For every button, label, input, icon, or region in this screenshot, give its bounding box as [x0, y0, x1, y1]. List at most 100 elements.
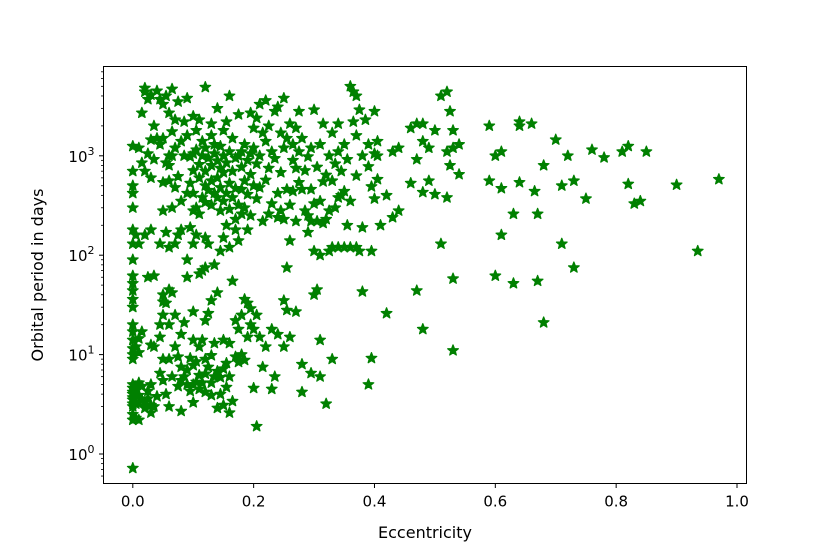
- data-point-star: [410, 284, 423, 296]
- data-point-star: [241, 330, 254, 343]
- data-point-star: [126, 165, 139, 177]
- data-point-star: [441, 85, 453, 97]
- data-point-star: [416, 186, 429, 198]
- data-point-star: [305, 183, 317, 195]
- data-point-star: [274, 126, 287, 139]
- data-point-star: [259, 135, 272, 147]
- data-point-star: [250, 157, 263, 169]
- data-point-star: [311, 283, 324, 295]
- data-point-star: [193, 382, 206, 395]
- data-point-star: [220, 380, 233, 393]
- data-point-star: [495, 145, 508, 157]
- data-point-star: [205, 294, 218, 306]
- data-point-star: [193, 158, 206, 170]
- data-point-star: [126, 293, 139, 305]
- data-point-star: [338, 138, 351, 150]
- data-point-star: [126, 139, 139, 152]
- data-point-star: [132, 346, 145, 358]
- data-point-star: [549, 133, 562, 145]
- data-point-star: [447, 344, 459, 356]
- data-point-star: [555, 237, 568, 249]
- data-point-star: [214, 204, 227, 216]
- data-point-star: [350, 169, 363, 181]
- data-point-star: [157, 374, 169, 386]
- data-point-star: [126, 269, 139, 281]
- data-point-star: [220, 187, 233, 199]
- data-point-star: [293, 105, 305, 117]
- data-point-star: [211, 191, 224, 203]
- data-point-star: [172, 95, 185, 107]
- data-point-star: [235, 183, 248, 195]
- data-point-star: [368, 192, 381, 204]
- data-point-star: [145, 171, 157, 183]
- data-point-star: [371, 173, 384, 185]
- y-axis: 100 101 102 103: [68, 71, 104, 477]
- data-point-star: [247, 179, 260, 191]
- x-tick-label: 0.2: [242, 493, 266, 511]
- data-point-star: [205, 129, 218, 141]
- data-point-star: [211, 102, 224, 114]
- data-point-star: [154, 138, 166, 150]
- data-point-star: [229, 182, 242, 194]
- data-point-star: [344, 194, 357, 207]
- data-point-star: [145, 378, 157, 390]
- data-point-star: [320, 213, 333, 225]
- data-point-star: [190, 375, 203, 388]
- y-axis-label: Orbital period in days: [28, 189, 47, 362]
- data-point-star: [217, 362, 230, 374]
- data-point-star: [238, 353, 251, 366]
- data-point-star: [283, 198, 296, 211]
- data-point-star: [326, 352, 339, 365]
- data-point-star: [160, 296, 172, 309]
- data-point-star: [274, 204, 287, 216]
- data-point-star: [190, 228, 203, 241]
- data-point-star: [531, 207, 544, 220]
- data-point-star: [184, 384, 197, 397]
- data-point-star: [274, 166, 287, 178]
- data-point-star: [326, 174, 339, 186]
- data-point-star: [422, 174, 435, 186]
- data-point-star: [235, 308, 248, 321]
- data-point-star: [277, 213, 290, 225]
- data-point-star: [181, 129, 194, 141]
- data-point-star: [262, 207, 275, 220]
- data-point-star: [205, 117, 218, 129]
- data-point-star: [302, 209, 314, 221]
- data-point-star: [223, 177, 236, 189]
- data-point-star: [223, 337, 236, 349]
- data-point-star: [211, 286, 224, 298]
- x-axis-label: Eccentricity: [378, 523, 472, 542]
- data-point-star: [670, 178, 683, 190]
- data-point-star: [259, 340, 272, 352]
- data-point-star: [335, 165, 348, 177]
- data-point-star: [187, 187, 200, 199]
- data-point-star: [157, 98, 169, 110]
- data-point-star: [356, 221, 369, 233]
- data-point-star: [175, 223, 188, 235]
- data-point-star: [126, 300, 139, 313]
- data-point-star: [283, 330, 296, 343]
- data-point-star: [265, 197, 278, 209]
- data-point-star: [193, 171, 206, 183]
- data-point-star: [277, 340, 290, 352]
- data-point-star: [244, 106, 257, 119]
- data-point-star: [277, 294, 290, 306]
- data-point-star: [226, 191, 239, 203]
- data-point-star: [341, 219, 354, 231]
- data-point-star: [362, 138, 375, 150]
- x-tick-label: 0.0: [121, 493, 145, 511]
- data-point-star: [262, 162, 275, 174]
- data-point-star: [238, 174, 251, 186]
- data-point-star: [229, 223, 242, 235]
- data-point-star: [148, 400, 160, 412]
- data-point-star: [202, 360, 215, 373]
- data-point-star: [208, 138, 221, 150]
- data-point-star: [416, 135, 429, 147]
- data-point-star: [691, 244, 704, 257]
- data-point-star: [356, 285, 369, 297]
- data-point-star: [196, 135, 209, 147]
- data-point-star: [341, 153, 354, 165]
- data-point-star: [223, 370, 236, 382]
- data-point-star: [223, 145, 236, 157]
